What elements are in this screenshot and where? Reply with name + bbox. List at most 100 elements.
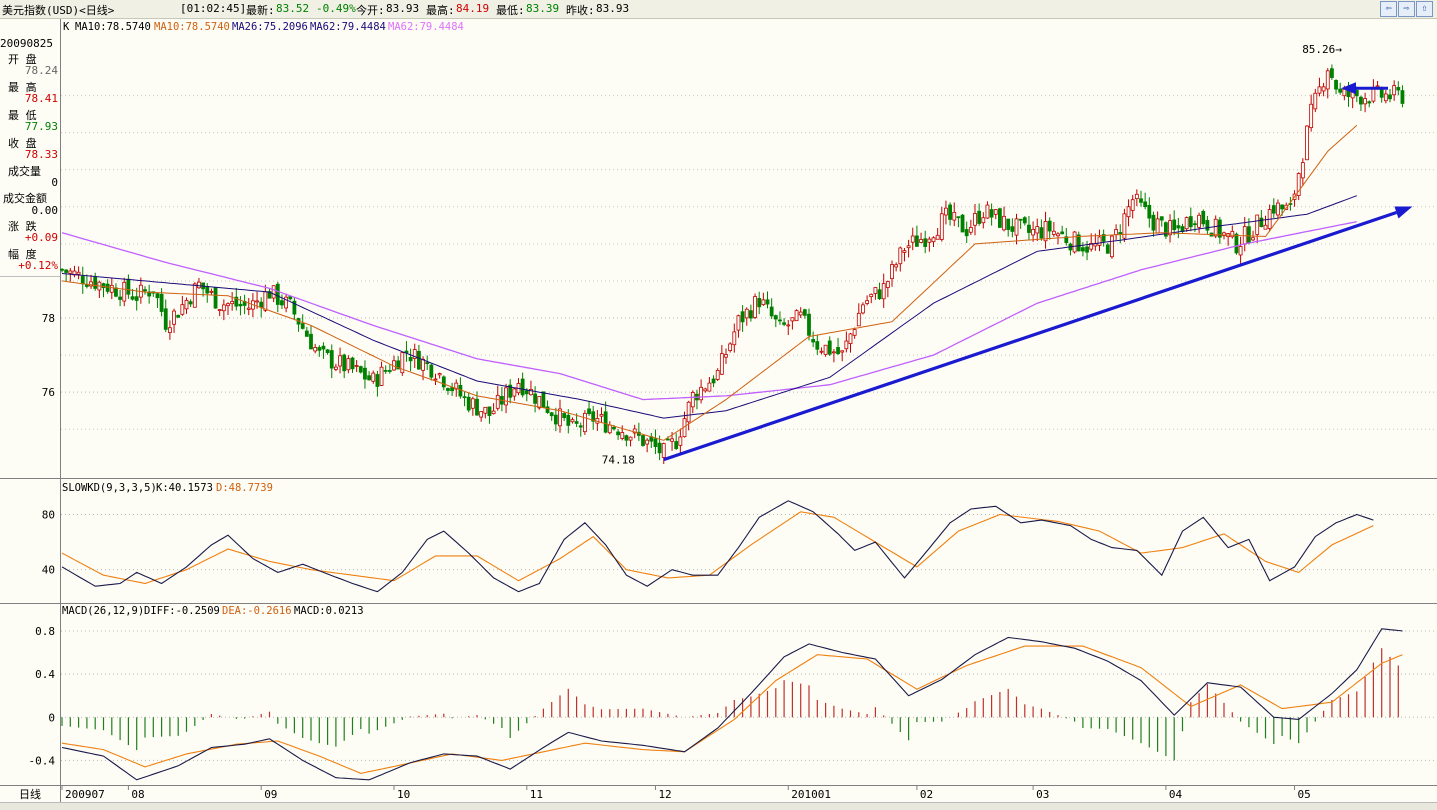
macd-tick-label: -0.4 bbox=[29, 754, 56, 767]
kd-tick-label: 40 bbox=[42, 564, 55, 577]
candle bbox=[1367, 100, 1372, 108]
candle bbox=[699, 379, 703, 404]
info-amount-label: 成交金额 bbox=[3, 192, 47, 205]
candle bbox=[134, 287, 139, 311]
candle bbox=[89, 274, 93, 289]
candle bbox=[329, 344, 334, 379]
quote-header: 美元指数(USD)<日线> [01:02:45] 最新: 83.52 -0.49… bbox=[0, 0, 1437, 19]
candle bbox=[143, 286, 147, 295]
x-tick-label: 12 bbox=[658, 788, 671, 801]
candle bbox=[1396, 81, 1401, 96]
kd-d-line bbox=[61, 511, 1374, 585]
kd-tick-label: 80 bbox=[42, 509, 55, 522]
candle bbox=[620, 425, 625, 441]
candle bbox=[1321, 82, 1326, 97]
kd-k-line bbox=[61, 500, 1374, 593]
candle bbox=[985, 201, 990, 219]
info-change-value: +0.09 bbox=[24, 231, 58, 244]
candle bbox=[827, 336, 832, 357]
candle bbox=[130, 288, 135, 301]
candle bbox=[338, 347, 342, 374]
nav-left-icon[interactable]: ⇦ bbox=[1380, 1, 1397, 17]
candle bbox=[155, 292, 160, 309]
candle bbox=[446, 387, 450, 395]
candle bbox=[1363, 92, 1367, 113]
candle bbox=[1271, 198, 1276, 218]
candle bbox=[284, 293, 289, 313]
candle bbox=[491, 403, 496, 415]
candle bbox=[197, 277, 201, 289]
candle bbox=[873, 287, 878, 300]
candle bbox=[429, 363, 434, 381]
candle bbox=[553, 407, 558, 432]
macd-tick-label: 0.4 bbox=[35, 668, 55, 681]
candle bbox=[529, 380, 533, 396]
candle bbox=[350, 356, 355, 373]
candle bbox=[1043, 211, 1048, 249]
candle bbox=[1134, 189, 1139, 207]
candle bbox=[599, 407, 604, 423]
candle bbox=[1064, 227, 1069, 246]
candle bbox=[1072, 230, 1077, 254]
info-close-value: 78.33 bbox=[24, 148, 58, 161]
candle bbox=[753, 293, 757, 320]
candle bbox=[715, 368, 720, 381]
macd-legend-macd: MACD:0.0213 bbox=[294, 605, 364, 617]
candle bbox=[1164, 221, 1168, 239]
candle bbox=[977, 203, 982, 226]
nav-right-icon[interactable]: ⇨ bbox=[1398, 1, 1415, 17]
ma26-line bbox=[61, 195, 1357, 419]
candle bbox=[802, 308, 807, 319]
drawn-trendlines[interactable] bbox=[663, 82, 1413, 462]
candle bbox=[462, 391, 467, 407]
candle bbox=[64, 269, 69, 282]
candle bbox=[894, 262, 899, 272]
candle bbox=[167, 320, 172, 340]
nav-up-icon[interactable]: ⇧ bbox=[1416, 1, 1433, 17]
candle bbox=[213, 286, 218, 309]
candle bbox=[1383, 90, 1388, 104]
candle bbox=[1234, 232, 1239, 255]
panel-frames bbox=[0, 19, 1437, 802]
candle bbox=[877, 282, 882, 300]
x-tick-label: 02 bbox=[920, 788, 933, 801]
candle bbox=[898, 246, 903, 272]
candle bbox=[412, 343, 417, 368]
candle bbox=[1255, 214, 1260, 244]
info-volume-label: 成交量 bbox=[8, 165, 41, 178]
last-price-label: 最新: bbox=[246, 4, 275, 17]
price-tick-label: 78 bbox=[42, 312, 55, 325]
candle bbox=[782, 318, 786, 327]
candle bbox=[607, 421, 612, 435]
candle bbox=[1201, 209, 1206, 227]
candle bbox=[1338, 82, 1343, 95]
candle bbox=[437, 372, 442, 379]
candle bbox=[499, 387, 504, 412]
candle bbox=[603, 401, 608, 434]
candle bbox=[1002, 206, 1006, 232]
legend-k: K bbox=[63, 21, 70, 33]
candle bbox=[728, 342, 733, 353]
candle bbox=[217, 309, 222, 317]
candle bbox=[765, 291, 770, 309]
candle bbox=[591, 405, 596, 430]
x-tick-label: 03 bbox=[1036, 788, 1049, 801]
candle bbox=[118, 289, 122, 307]
candle bbox=[628, 436, 633, 447]
candle bbox=[952, 202, 957, 227]
candle bbox=[811, 331, 816, 348]
candle bbox=[425, 355, 430, 371]
candle bbox=[915, 225, 919, 247]
kd-legend: SLOWKD(9,3,3,5) K:40.1573 D:48.7739 bbox=[62, 482, 273, 494]
candle bbox=[458, 377, 463, 399]
candle bbox=[769, 298, 774, 319]
candle bbox=[562, 412, 567, 422]
prev-close-value: 83.93 bbox=[596, 2, 630, 15]
candle bbox=[275, 281, 280, 313]
candle bbox=[641, 434, 645, 447]
candle bbox=[906, 239, 911, 258]
candle bbox=[321, 342, 326, 359]
candle bbox=[790, 317, 795, 330]
candle bbox=[101, 282, 106, 298]
